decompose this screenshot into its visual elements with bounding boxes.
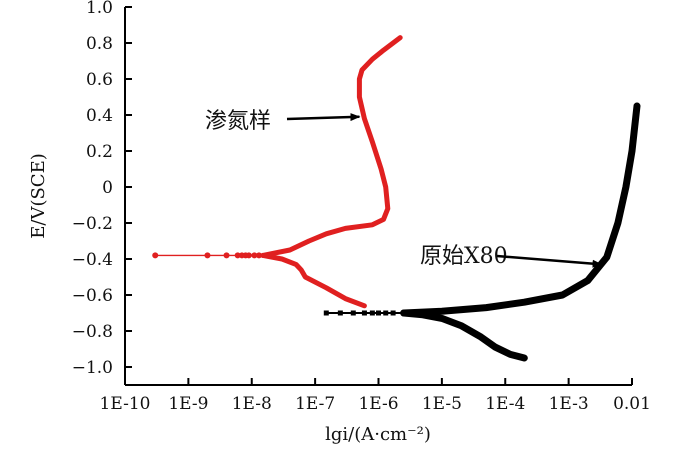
cathodic-branch [260,252,367,309]
series-layer [152,35,641,362]
data-point-marker [204,252,211,259]
x-tick-label: 1E-6 [358,394,398,414]
y-tick-label: −0.4 [72,250,113,270]
cathodic-branch [400,309,528,362]
ticks: 1E-10 1E-9 1E-8 1E-7 1E-6 1E-5 1E-4 1E-3 0.01 1.0… [72,0,651,414]
data-point-marker [350,310,356,316]
annotation-arrow [286,113,361,122]
anodic-branch [400,102,641,317]
y-tick-label: −0.8 [72,322,113,342]
y-axis-title: E/V(SCE) [28,153,49,239]
data-point-marker [223,252,230,259]
data-point-marker [369,310,375,316]
x-tick-label: 1E-5 [422,394,462,414]
data-point-marker [255,252,262,259]
series-x80 [323,102,641,362]
data-point-marker [323,310,329,316]
annotation-x80: 原始X80 [420,244,603,269]
annotation-label: 渗氮样 [205,109,271,134]
data-point-marker [251,252,258,259]
data-point-marker [376,310,381,316]
axes [124,7,632,386]
y-tick-label: −0.6 [72,286,113,306]
annotation-arrow [496,254,603,268]
y-tick-label: 0.6 [86,70,113,90]
anodic-branch [260,35,403,258]
y-tick-label: 1.0 [86,0,113,18]
x-tick-label: 1E-7 [295,394,335,414]
data-point-marker [245,252,252,259]
y-tick-label: 0 [102,178,113,198]
data-point-marker [337,310,343,316]
data-point-marker [383,310,389,316]
x-axis-title: lgi/(A·cm⁻²) [325,424,431,445]
data-point-marker [390,310,396,316]
annotation-nitrided: 渗氮样 [205,109,361,134]
data-point-marker [152,252,159,259]
axis-titles: lgi/(A·cm⁻²) E/V(SCE) [28,153,431,445]
x-tick-label: 1E-9 [168,394,208,414]
y-tick-label: 0.4 [86,106,113,126]
x-tick-label: 1E-3 [549,394,589,414]
annotation-label: 原始X80 [420,244,508,269]
y-tick-label: −1.0 [72,358,113,378]
x-tick-label: 0.01 [613,394,651,414]
x-tick-label: 1E-10 [100,394,151,414]
y-tick-label: 0.2 [86,142,113,162]
x-tick-label: 1E-8 [232,394,272,414]
y-tick-label: 0.8 [86,34,113,54]
series-nitrided [152,35,403,309]
data-point-marker [234,252,241,259]
x-tick-label: 1E-4 [485,394,525,414]
y-tick-label: −0.2 [72,214,113,234]
data-point-marker [361,310,367,316]
